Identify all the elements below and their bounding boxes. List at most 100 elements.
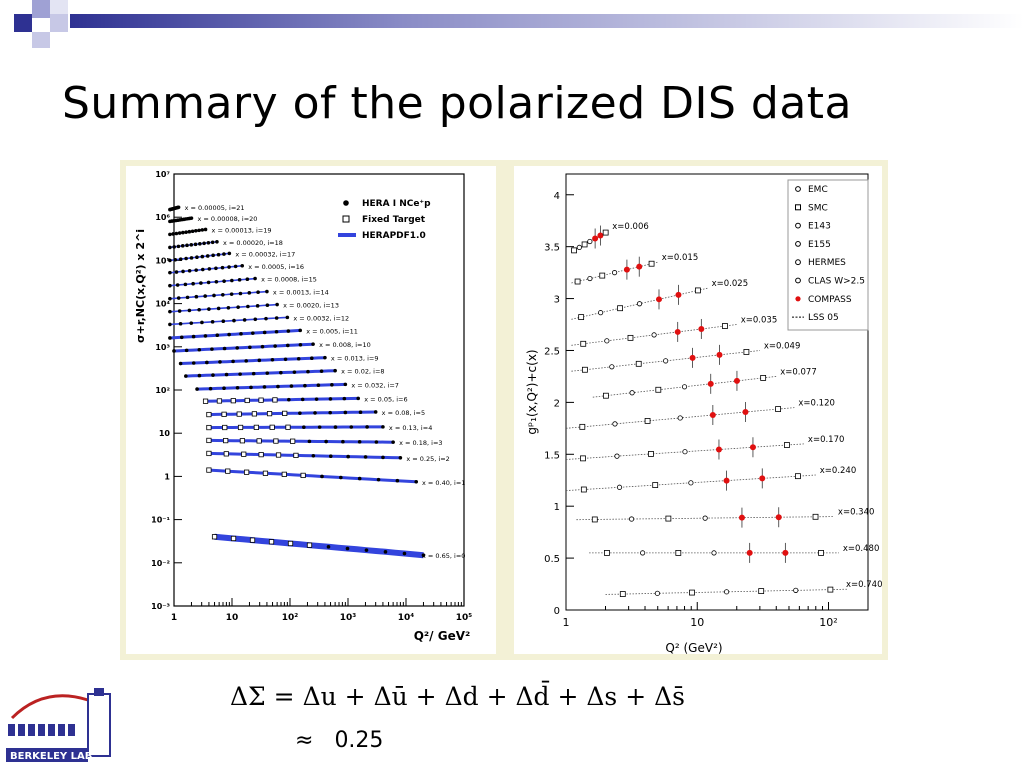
left-data-point: [222, 252, 226, 256]
left-data-point: [249, 537, 256, 543]
left-data-point: [255, 304, 260, 308]
left-data-point: [191, 281, 195, 286]
right-data-point: [655, 386, 662, 393]
left-data-point: [357, 440, 362, 444]
right-data-point: [635, 360, 642, 367]
right-data-point: [715, 446, 722, 453]
left-data-point: [189, 243, 194, 247]
right-data-point: [580, 340, 587, 347]
left-data-point: [323, 355, 327, 360]
left-data-point: [414, 479, 419, 484]
left-data-point: [194, 294, 199, 299]
left-data-point: [314, 397, 319, 401]
right-data-point: [617, 305, 623, 312]
left-series-band: [169, 316, 288, 326]
left-data-point: [251, 411, 257, 417]
right-series-label: x=0.077: [780, 367, 817, 377]
left-data-point: [237, 424, 244, 431]
left-data-point: [206, 467, 212, 473]
delta-sigma-formula: ΔΣ = Δu + Δū + Δd + Δd̄ + Δs + Δs̄: [230, 682, 685, 711]
left-data-point: [356, 396, 361, 401]
right-data-point: [827, 586, 834, 593]
right-data-point: [591, 516, 598, 523]
left-data-point: [333, 368, 337, 373]
right-data-point: [775, 514, 782, 521]
left-series-label: x = 0.02, i=8: [341, 368, 384, 376]
berkeley-lab-logo-graphic: BERKELEY LAB: [6, 688, 111, 762]
left-data-point: [258, 452, 264, 458]
left-y-tick-label: 10⁵: [155, 256, 170, 265]
left-data-point: [364, 548, 369, 552]
left-data-point: [215, 333, 220, 338]
left-series-label: x = 0.0032, i=12: [293, 314, 349, 322]
left-data-point: [227, 251, 232, 256]
left-data-point: [176, 205, 181, 210]
left-data-point: [168, 232, 172, 237]
right-data-point: [688, 480, 694, 486]
left-data-point: [257, 358, 262, 363]
right-data-point: [758, 588, 765, 594]
left-data-point: [262, 470, 269, 476]
left-data-point: [264, 316, 268, 321]
right-data-point: [580, 455, 586, 462]
left-data-point: [181, 230, 185, 235]
left-series-label: x = 0.08, i=5: [382, 409, 425, 417]
left-series-label: x = 0.005, i=11: [306, 327, 358, 335]
left-data-point: [195, 255, 199, 260]
left-data-point: [223, 437, 229, 444]
left-data-point: [200, 254, 205, 259]
left-series-band: [208, 438, 394, 444]
left-data-point: [221, 292, 225, 297]
left-series-label: x = 0.008, i=10: [319, 341, 371, 349]
left-data-point: [275, 452, 282, 458]
left-data-point: [211, 534, 218, 540]
left-legend-entry: Fixed Target: [362, 215, 426, 225]
left-data-point: [248, 345, 252, 350]
left-data-point: [180, 244, 185, 248]
left-data-point: [200, 228, 205, 232]
left-data-point: [349, 425, 354, 429]
left-data-point: [324, 439, 328, 444]
left-y-tick-label: 10³: [155, 343, 170, 352]
left-data-point: [266, 411, 273, 417]
left-data-point: [358, 410, 363, 415]
left-data-point: [282, 410, 288, 416]
left-data-point: [229, 292, 234, 296]
left-data-point: [212, 293, 216, 298]
left-data-point: [211, 373, 215, 377]
right-y-tick-label: 3: [554, 295, 560, 306]
left-data-point: [206, 240, 211, 245]
left-data-point: [292, 370, 297, 374]
left-data-point: [357, 476, 362, 481]
left-series-band: [205, 396, 359, 403]
right-data-point: [681, 384, 688, 390]
left-series-label: x = 0.40, i=1: [422, 479, 465, 487]
left-legend-entry: HERA I NCe⁺p: [362, 199, 431, 209]
left-data-point: [227, 332, 231, 337]
left-data-point: [256, 290, 260, 295]
left-data-point: [273, 344, 277, 348]
left-data-point: [168, 283, 172, 288]
right-data-point: [654, 590, 661, 596]
left-data-point: [317, 425, 322, 429]
right-y-axis-label: gᵖ₁(x,Q²)+c(x): [525, 349, 539, 434]
right-legend-marker: [795, 259, 801, 266]
left-series-band: [169, 265, 243, 274]
left-data-point: [306, 542, 313, 548]
right-plot-panel: 1 10 10² 0 0.5 1 1.5 2 2.5 3 3.5 4 Q² (GeV²) gᵖ₁(x,Q²…: [514, 166, 883, 655]
left-data-point: [168, 309, 172, 314]
berkeley-lab-logo: BERKELEY LAB: [4, 684, 126, 764]
left-series-band: [185, 369, 336, 378]
left-series-band: [208, 468, 417, 484]
left-data-point: [225, 468, 231, 474]
left-data-point: [189, 216, 194, 220]
left-data-point: [328, 410, 332, 415]
left-x-tick-label: 10⁵: [456, 613, 473, 623]
left-data-point: [214, 266, 218, 271]
right-data-point: [636, 263, 643, 270]
left-data-point: [298, 411, 302, 415]
left-series-band: [208, 451, 401, 460]
left-data-point: [343, 410, 348, 415]
left-data-point: [238, 372, 242, 376]
right-y-tick-label: 0.5: [544, 554, 560, 565]
